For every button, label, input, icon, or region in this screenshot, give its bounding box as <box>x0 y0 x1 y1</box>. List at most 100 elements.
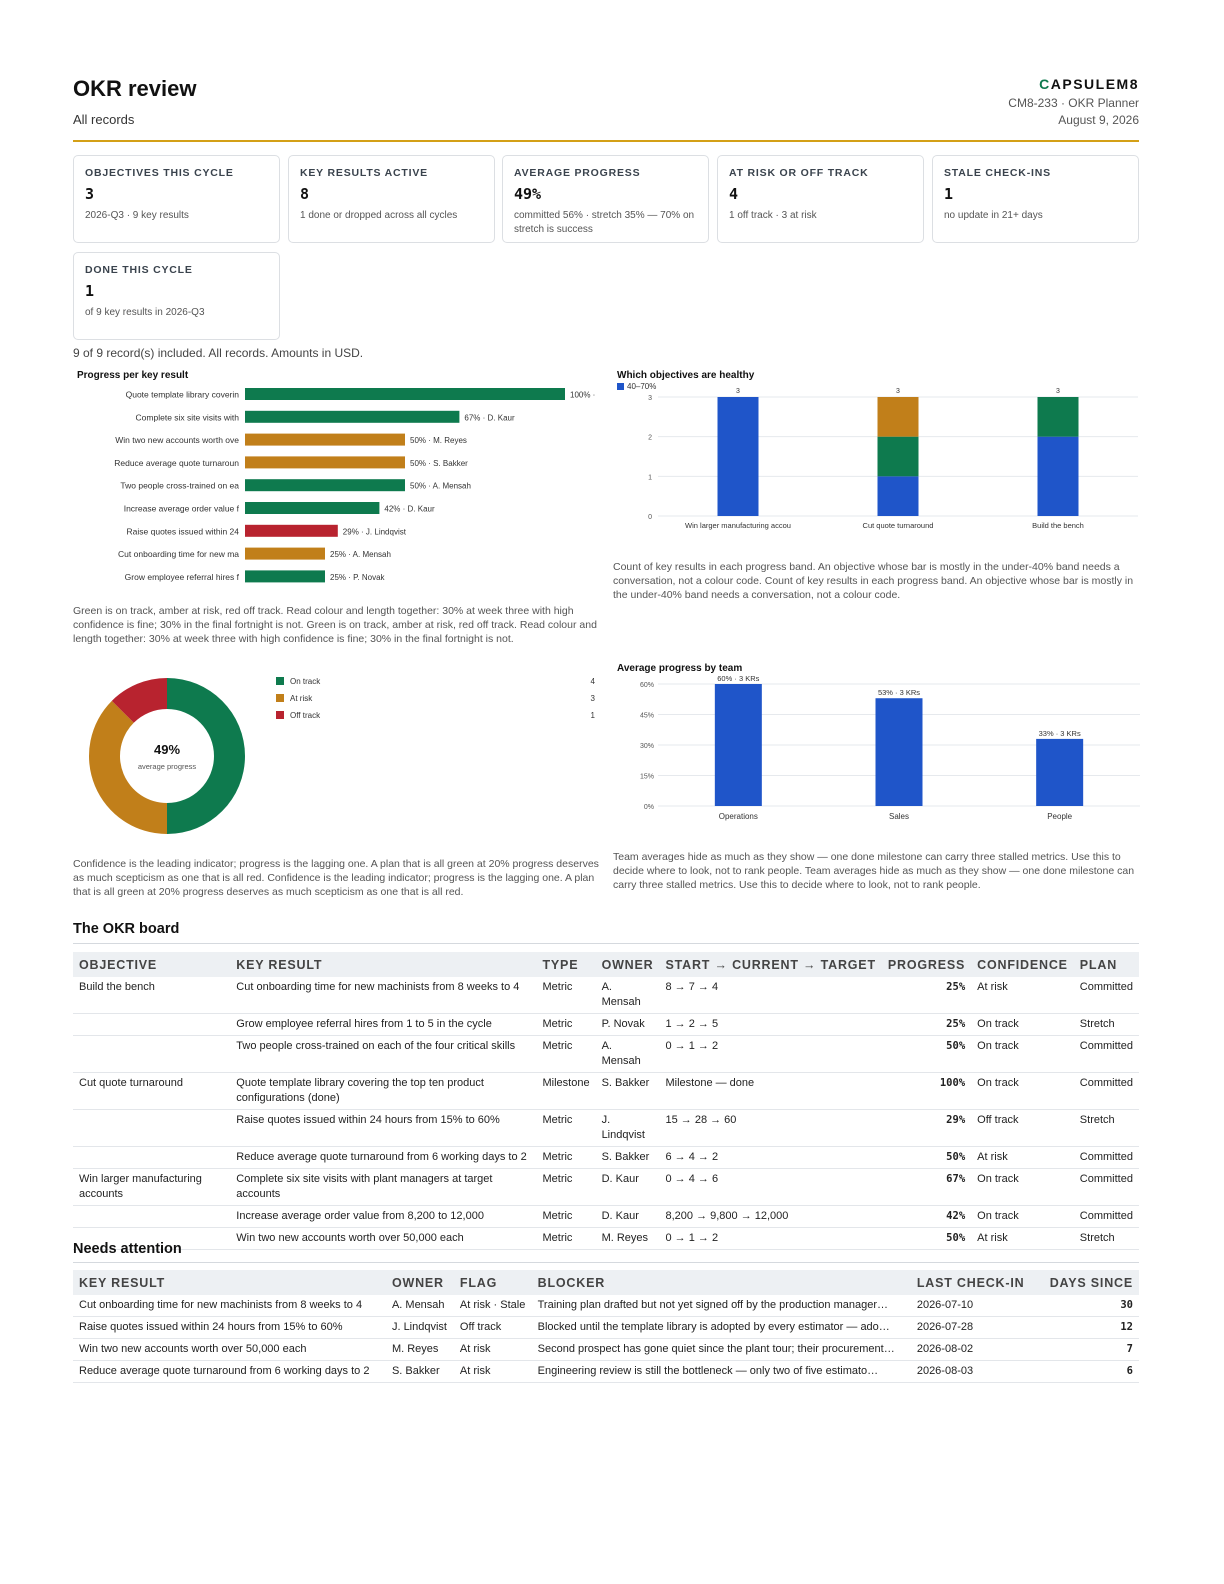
cell-confidence: Off track <box>971 1109 1074 1147</box>
bar-value-label: 60% · 3 KRs <box>717 674 759 683</box>
document-date: August 9, 2026 <box>1058 113 1139 127</box>
cell-key-result: Grow employee referral hires from 1 to 5… <box>230 1013 537 1036</box>
bar-category-label: Two people cross-trained on ea <box>120 481 239 491</box>
team-bar <box>714 684 762 806</box>
bar-category-label: Increase average order value f <box>124 504 240 514</box>
cell-objective: Cut quote turnaround <box>73 1072 231 1110</box>
cell-plan: Committed <box>1073 1146 1139 1169</box>
kpi-note: no update in 21+ days <box>944 210 1043 221</box>
stacked-bar-segment <box>877 397 919 437</box>
needs-attention-table: KEY RESULT OWNER FLAG BLOCKER LAST CHECK… <box>73 1270 1139 1383</box>
kpi-card-objectives: Objectives this cycle 3 2026-Q3 · 9 key … <box>73 155 280 243</box>
cell-type: Metric <box>536 1013 596 1036</box>
cell-key-result: Win two new accounts worth over 50,000 e… <box>73 1338 386 1361</box>
cell-confidence: At risk <box>971 1227 1074 1250</box>
legend-count: 3 <box>591 694 596 703</box>
objectives-health-chart: 0 1 2 3 3 Win larger manufacturing accou 3 Cut … <box>648 388 1138 530</box>
x-category-label: Cut quote turnaround <box>863 521 934 530</box>
table-row: Increase average order value from 8,200 … <box>73 1205 1139 1228</box>
cell-plan: Committed <box>1073 977 1139 1014</box>
chart-caption-confidence: Confidence is the leading indicator; pro… <box>73 858 599 898</box>
legend-swatch <box>276 677 284 685</box>
y-tick-label: 60% <box>640 682 654 689</box>
team-bar <box>1036 738 1084 806</box>
cell-owner: S. Bakker <box>385 1360 454 1383</box>
column-header-objective: OBJECTIVE <box>73 952 231 977</box>
cell-key-result: Two people cross-trained on each of the … <box>230 1035 537 1073</box>
x-category-label: Win larger manufacturing accou <box>685 521 791 530</box>
column-header-owner: OWNER <box>595 952 660 977</box>
table-header-row: KEY RESULT OWNER FLAG BLOCKER LAST CHECK… <box>73 1270 1139 1295</box>
cell-progress: 67% <box>881 1168 972 1206</box>
table-row: Grow employee referral hires from 1 to 5… <box>73 1013 1139 1036</box>
bar-total-label: 3 <box>736 388 740 395</box>
chart-legend-healthy: 40–70% <box>617 382 656 391</box>
progress-bar <box>245 502 380 514</box>
cell-key-result: Raise quotes issued within 24 hours from… <box>230 1109 537 1147</box>
bar-value-label: 50% · M. Reyes <box>410 436 467 445</box>
chart-title-progress: Progress per key result <box>77 370 189 381</box>
stacked-bar-segment <box>877 436 919 477</box>
x-category-label: People <box>1047 812 1072 821</box>
kpi-note: 2026-Q3 · 9 key results <box>85 210 189 221</box>
cell-objective <box>73 1013 231 1036</box>
cell-owner: A. Mensah <box>595 977 660 1014</box>
kpi-card-key-results: Key results active 8 1 done or dropped a… <box>288 155 495 243</box>
kpi-card-at-risk: At risk or off track 4 1 off track · 3 a… <box>717 155 924 243</box>
column-header-days-since: DAYS SINCE <box>1043 1270 1139 1295</box>
legend-swatch <box>276 694 284 702</box>
cell-last-check-in: 2026-08-03 <box>910 1360 1044 1383</box>
cell-objective <box>73 1035 231 1073</box>
donut-center-label: average progress <box>138 762 197 771</box>
brand-mark: C <box>1039 76 1051 92</box>
legend-swatch <box>617 383 624 391</box>
donut-slice <box>111 678 167 723</box>
stacked-bar-segment <box>1037 397 1079 437</box>
cell-plan: Committed <box>1073 1168 1139 1206</box>
cell-confidence: On track <box>971 1205 1074 1228</box>
progress-bar <box>245 433 405 446</box>
cell-owner: A. Mensah <box>385 1295 454 1317</box>
legend-label: At risk <box>290 694 313 703</box>
cell-plan: Stretch <box>1073 1013 1139 1036</box>
cell-blocker: Training plan drafted but not yet signed… <box>531 1295 911 1317</box>
cell-days-since: 6 <box>1043 1360 1139 1383</box>
donut-slice <box>89 700 167 834</box>
cell-progress: 25% <box>881 1013 972 1036</box>
progress-per-key-result-chart: Quote template library coverin 100% · Comp… <box>114 388 595 583</box>
stacked-bar-segment <box>877 476 919 516</box>
stacked-bar-segment <box>717 397 759 516</box>
cell-confidence: At risk <box>971 977 1074 1014</box>
column-header-type: TYPE <box>536 952 596 977</box>
table-row: Cut onboarding time for new machinists f… <box>73 1295 1139 1317</box>
records-note: 9 of 9 record(s) included. All records. … <box>73 346 364 360</box>
kpi-card-stale: Stale check-ins 1 no update in 21+ days <box>932 155 1139 243</box>
table-row: Two people cross-trained on each of the … <box>73 1035 1139 1073</box>
table-row: Win larger manufacturing accounts Complet… <box>73 1168 1139 1206</box>
cell-progress: 50% <box>881 1146 972 1169</box>
y-tick-label: 0 <box>648 514 652 521</box>
cell-flag: At risk <box>453 1338 532 1361</box>
team-bar <box>875 698 923 806</box>
kpi-label: At risk or off track <box>729 167 869 179</box>
progress-bar <box>245 388 565 400</box>
kpi-label: Key results active <box>300 167 428 179</box>
cell-owner: P. Novak <box>595 1013 660 1036</box>
cell-owner: S. Bakker <box>595 1072 660 1110</box>
column-header-confidence: CONFIDENCE <box>971 952 1074 977</box>
legend-label: 40–70% <box>627 382 657 391</box>
column-header-blocker: BLOCKER <box>531 1270 911 1295</box>
progress-bar <box>245 456 405 469</box>
cell-owner: M. Reyes <box>385 1338 454 1361</box>
kpi-value: 3 <box>85 185 95 203</box>
bar-category-label: Quote template library coverin <box>126 390 240 400</box>
column-header-key-result: KEY RESULT <box>230 952 537 977</box>
kpi-label: Objectives this cycle <box>85 167 234 179</box>
cell-type: Metric <box>536 1035 596 1073</box>
bar-value-label: 67% · D. Kaur <box>464 413 515 422</box>
cell-progress: 50% <box>881 1227 972 1250</box>
progress-bar <box>245 547 325 560</box>
report-header: OKR review All records CAPSULEM8 CM8-233… <box>73 72 1139 142</box>
okr-board-table: OBJECTIVE KEY RESULT TYPE OWNER START → … <box>73 952 1139 1250</box>
cell-confidence: On track <box>971 1013 1074 1036</box>
